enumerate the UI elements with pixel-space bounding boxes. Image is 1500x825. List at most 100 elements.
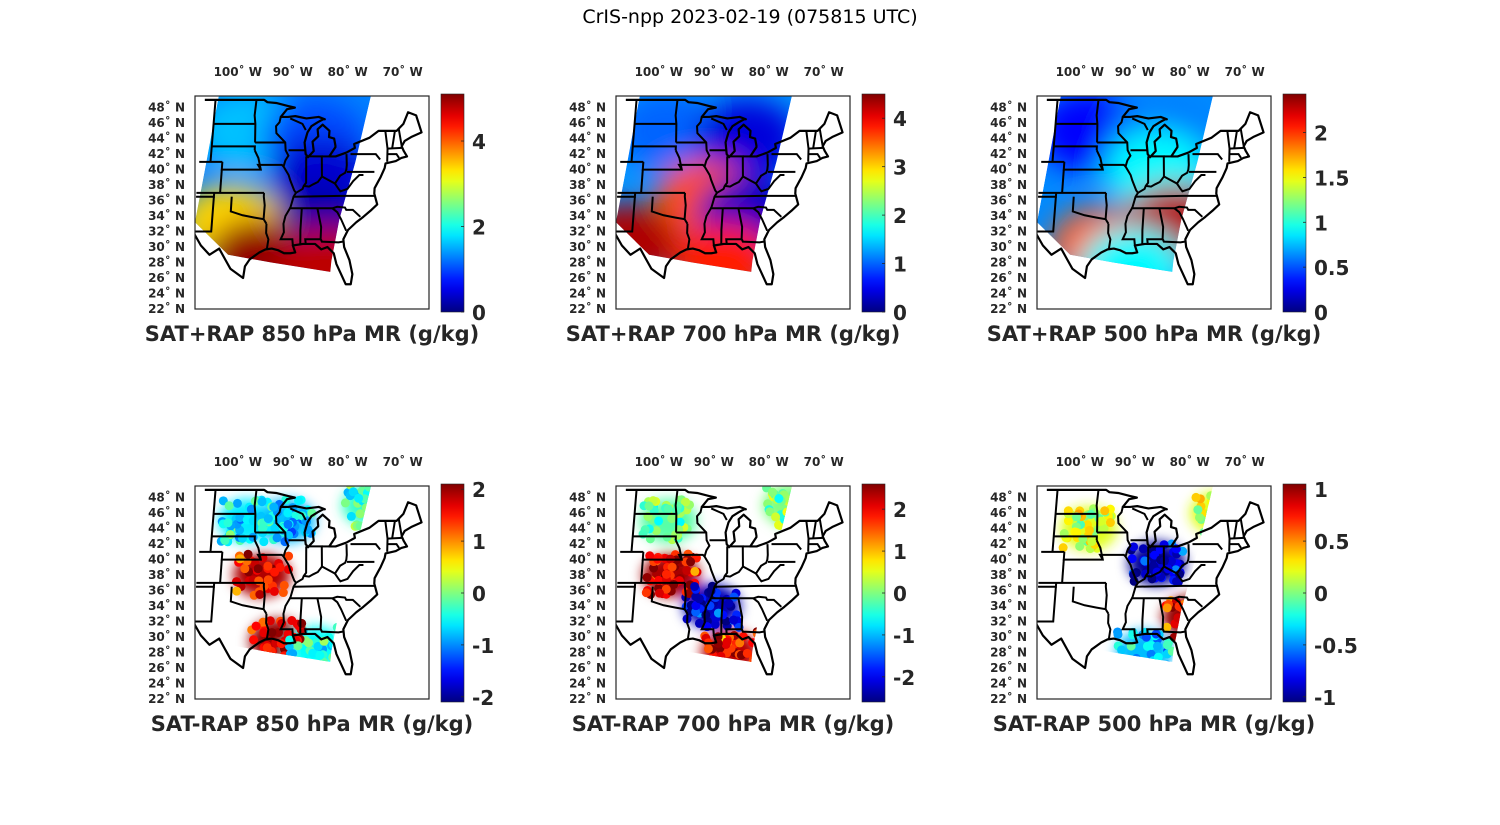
- state-boundary: [1228, 543, 1242, 549]
- state-boundary: [1192, 543, 1223, 551]
- state-boundary: [714, 584, 796, 588]
- colorbar-tick-label: 0: [472, 301, 486, 325]
- observation-dot: [663, 504, 673, 514]
- y-tick-label: 28˚ N: [148, 255, 185, 270]
- observation-dot: [346, 511, 356, 521]
- observation-dot: [774, 494, 784, 504]
- state-boundary: [771, 543, 802, 551]
- observation-dot: [1138, 544, 1148, 554]
- y-tick-label: 36˚ N: [148, 583, 185, 598]
- state-boundary: [397, 518, 403, 536]
- state-boundary: [1117, 116, 1140, 246]
- observation-dot: [259, 628, 269, 638]
- state-boundary: [1131, 205, 1203, 218]
- observation-dot: [319, 657, 329, 662]
- observation-dot: [642, 572, 652, 582]
- state-boundary: [253, 489, 258, 533]
- state-boundary: [262, 582, 266, 610]
- state-boundary: [331, 597, 348, 622]
- observation-dot: [348, 487, 358, 497]
- state-boundary: [1137, 546, 1150, 584]
- y-tick-label: 44˚ N: [990, 131, 1027, 146]
- y-tick-label: 26˚ N: [990, 660, 1027, 675]
- state-boundary: [1163, 544, 1190, 575]
- coastline: [616, 98, 844, 286]
- state-boundary: [293, 194, 375, 198]
- y-tick-label: 48˚ N: [148, 100, 185, 115]
- observation-dot: [645, 551, 655, 561]
- y-tick-label: 34˚ N: [148, 208, 185, 223]
- state-boundary: [1131, 595, 1203, 608]
- observation-dot: [1162, 603, 1172, 613]
- y-tick-label: 30˚ N: [990, 239, 1027, 254]
- state-boundary: [755, 174, 785, 193]
- y-tick-label: 24˚ N: [148, 676, 185, 691]
- axes-frame: [194, 485, 430, 700]
- state-boundary: [1141, 598, 1145, 634]
- colorbar-tick-label: 1.5: [1314, 166, 1349, 190]
- map-panel: 100˚ W 90˚ W 80˚ W 70˚ W 48˚ N 46˚ N 44˚ N 42˚ …: [962, 445, 1382, 745]
- y-tick-label: 24˚ N: [990, 676, 1027, 691]
- y-tick-label: 44˚ N: [990, 521, 1027, 536]
- state-boundary: [752, 207, 769, 232]
- state-boundary: [1053, 145, 1098, 151]
- colorbar-tick-label: 2: [472, 478, 486, 502]
- observation-dot: [691, 601, 701, 611]
- y-tick-label: 48˚ N: [990, 490, 1027, 505]
- panel-title: SAT-RAP 700 hPa MR (g/kg): [572, 712, 895, 736]
- observation-dot: [294, 496, 304, 506]
- state-boundary: [616, 586, 636, 623]
- panel-title: SAT-RAP 850 hPa MR (g/kg): [151, 712, 474, 736]
- observation-dot: [669, 579, 679, 589]
- observation-dot: [255, 589, 265, 599]
- observation-dot: [771, 512, 781, 522]
- state-boundary: [1131, 117, 1149, 131]
- state-boundary: [1061, 559, 1065, 583]
- colorbar: [440, 483, 465, 703]
- y-tick-label: 38˚ N: [569, 567, 606, 582]
- state-boundary: [289, 205, 361, 218]
- observation-dot: [340, 498, 350, 508]
- observation-dot: [667, 514, 677, 524]
- x-tick-label: 100˚ W: [1056, 64, 1104, 79]
- y-tick-label: 38˚ N: [148, 177, 185, 192]
- observation-dot: [690, 566, 700, 576]
- state-boundary: [331, 207, 348, 232]
- coastline: [195, 98, 423, 286]
- observation-dot: [641, 588, 651, 598]
- state-boundary: [1229, 536, 1244, 540]
- colorbar-tick-label: -0.5: [1314, 634, 1358, 658]
- y-tick-label: 32˚ N: [569, 614, 606, 629]
- observation-dot: [220, 535, 230, 545]
- x-tick-label: 80˚ W: [328, 64, 368, 79]
- state-boundary: [1053, 535, 1098, 541]
- x-tick-label: 100˚ W: [635, 454, 683, 469]
- state-boundary: [1176, 174, 1206, 193]
- observation-dot: [257, 497, 267, 507]
- x-tick-label: 80˚ W: [749, 454, 789, 469]
- observation-dot: [240, 564, 250, 574]
- y-tick-label: 36˚ N: [990, 193, 1027, 208]
- y-tick-label: 36˚ N: [148, 193, 185, 208]
- y-tick-label: 40˚ N: [990, 162, 1027, 177]
- y-tick-label: 48˚ N: [990, 100, 1027, 115]
- state-boundary: [807, 543, 821, 549]
- colorbar-tick-label: -2: [893, 666, 915, 690]
- observation-dot: [293, 641, 303, 651]
- map-chart: 100˚ W 90˚ W 80˚ W 70˚ W 48˚ N46˚ N44˚ N42˚ …: [148, 454, 494, 736]
- x-tick-label: 100˚ W: [214, 454, 262, 469]
- state-boundary: [1192, 153, 1223, 161]
- map-panel: 100˚ W 90˚ W 80˚ W 70˚ W 48˚ N 46˚ N 44˚ N 42˚ …: [541, 55, 961, 355]
- state-boundary: [805, 130, 810, 162]
- state-boundary: [1146, 208, 1165, 245]
- state-boundary: [630, 489, 638, 552]
- state-boundary: [1145, 565, 1165, 578]
- y-tick-label: 36˚ N: [569, 583, 606, 598]
- state-boundary: [696, 506, 719, 636]
- state-boundary: [807, 153, 821, 159]
- y-tick-label: 46˚ N: [990, 115, 1027, 130]
- colorbar-tick-label: 2: [893, 204, 907, 228]
- state-boundary: [755, 564, 785, 583]
- state-boundary: [219, 169, 223, 193]
- axes-frame: [615, 485, 851, 700]
